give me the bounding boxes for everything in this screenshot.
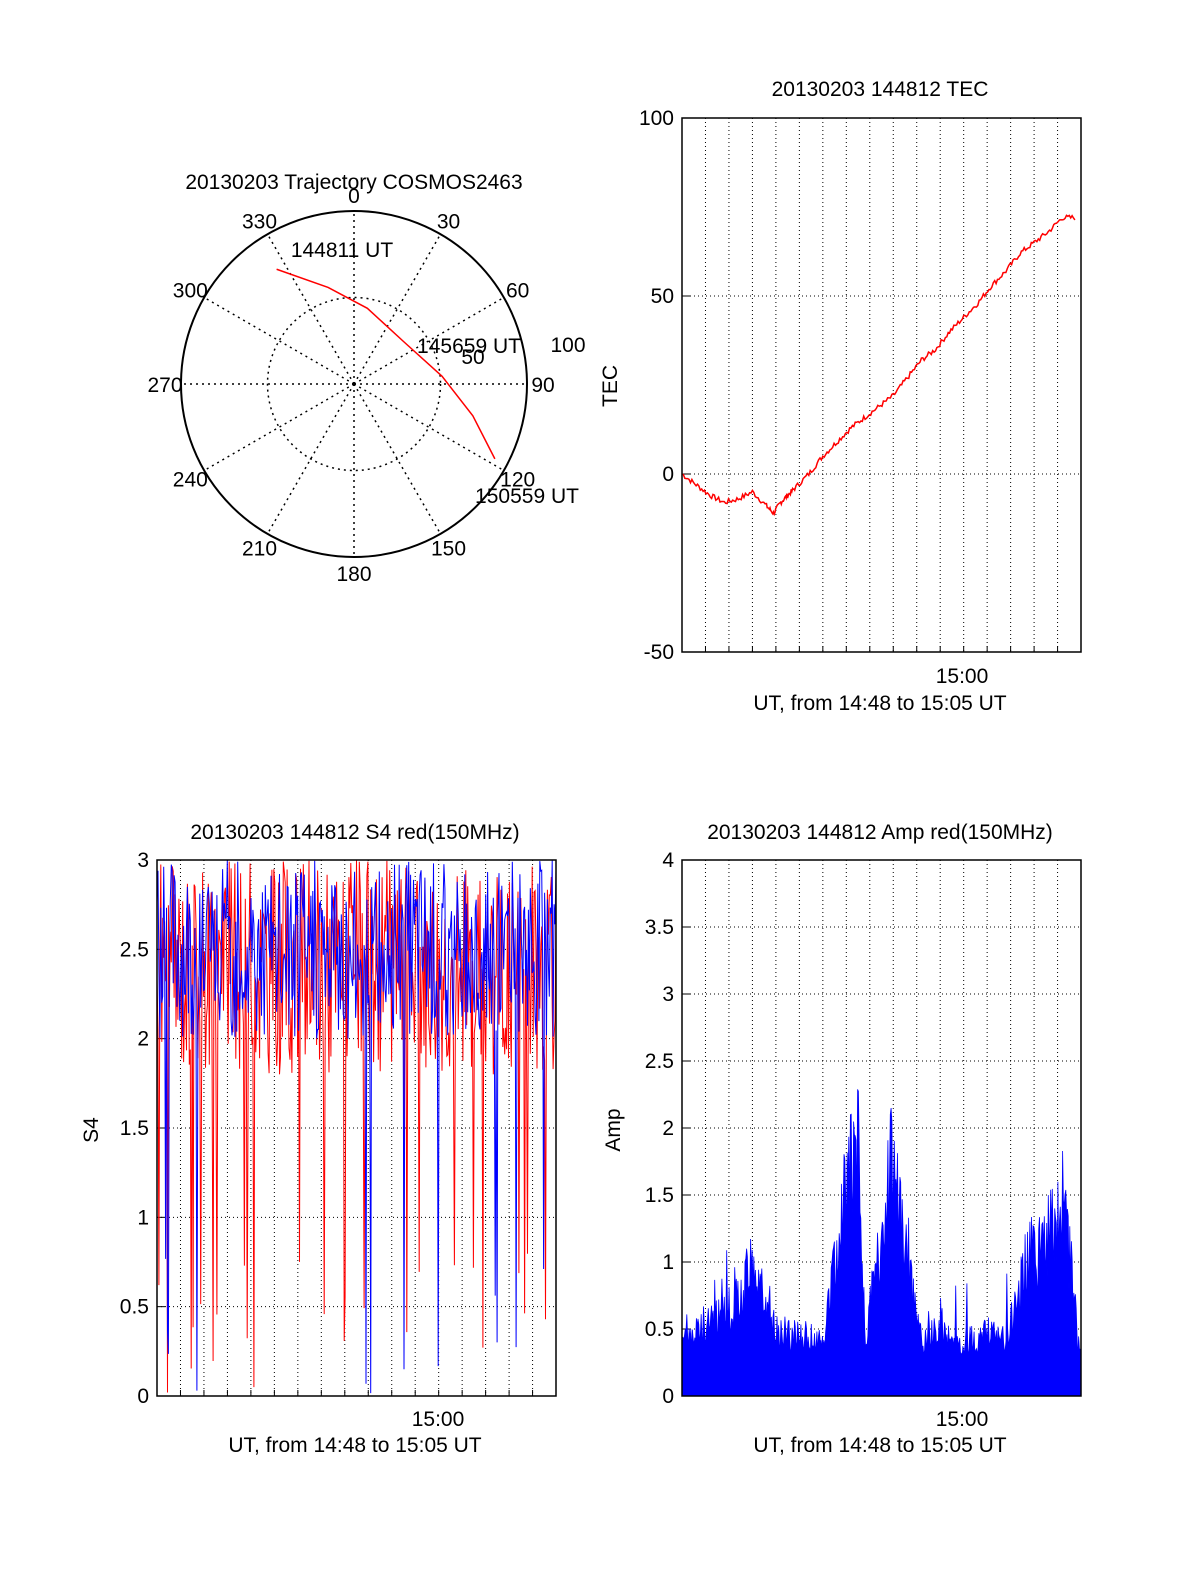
y-tick-label: 2	[662, 1117, 674, 1140]
azimuth-label: 150	[431, 538, 466, 561]
trajectory-time-label: 145659 UT	[417, 335, 521, 358]
y-tick-label: 2	[137, 1028, 149, 1051]
s4-xlabel: UT, from 14:48 to 15:05 UT	[228, 1434, 481, 1457]
polar-spoke	[353, 383, 505, 472]
y-tick-label: 0	[137, 1385, 149, 1408]
y-tick-label: 2.5	[645, 1050, 674, 1073]
amp-xtick-label: 15:00	[936, 1408, 989, 1431]
y-tick-label: 4	[662, 849, 674, 872]
azimuth-label: 300	[173, 280, 208, 303]
s4-xtick-label: 15:00	[412, 1408, 465, 1431]
y-tick-label: 2.5	[120, 938, 149, 961]
polar-spoke	[266, 233, 355, 385]
tec-xtick-label: 15:00	[936, 665, 989, 688]
trajectory-title: 20130203 Trajectory COSMOS2463	[185, 171, 522, 194]
elevation-ring-label: 100	[550, 334, 585, 357]
azimuth-label: 120	[500, 469, 535, 492]
y-tick-label: 3	[662, 983, 674, 1006]
polar-outer-circle	[180, 210, 528, 558]
elevation-ring-label: 50	[461, 346, 484, 369]
polar-spoke	[353, 296, 505, 385]
y-tick-label: 3.5	[645, 916, 674, 939]
polar-spoke	[353, 383, 442, 535]
azimuth-label: 210	[242, 538, 277, 561]
plot-frame	[681, 859, 1082, 1397]
amp-plot: 20130203 144812 Amp red(150MHz) UT, from…	[602, 821, 1082, 1457]
trajectory-time-label: 150559 UT	[475, 485, 579, 508]
azimuth-label: 330	[242, 210, 277, 233]
polar-spoke	[203, 296, 355, 385]
polar-spoke	[353, 233, 442, 385]
plot-frame	[156, 859, 557, 1397]
amp-ylabel: Amp	[602, 1108, 625, 1151]
tec-plot: 20130203 144812 TEC UT, from 14:48 to 15…	[599, 78, 1082, 715]
y-tick-label: 50	[651, 285, 674, 308]
y-tick-label: 0	[662, 1385, 674, 1408]
y-tick-label: 0.5	[120, 1296, 149, 1319]
azimuth-label: 0	[348, 185, 360, 208]
polar-spoke	[266, 383, 355, 535]
trajectory-line	[276, 268, 496, 460]
amp-xlabel: UT, from 14:48 to 15:05 UT	[753, 1434, 1006, 1457]
plot-background	[682, 118, 1081, 652]
s4-title: 20130203 144812 S4 red(150MHz)	[190, 821, 519, 844]
polar-ring	[266, 296, 442, 472]
amp-area	[681, 1089, 1082, 1397]
azimuth-label: 270	[147, 374, 182, 397]
y-tick-label: 100	[639, 107, 674, 130]
tec-line	[681, 214, 1076, 517]
amp-title: 20130203 144812 Amp red(150MHz)	[707, 821, 1053, 844]
azimuth-label: 60	[506, 280, 529, 303]
y-tick-label: 1	[137, 1206, 149, 1229]
s4-plot: 20130203 144812 S4 red(150MHz) UT, from …	[80, 821, 557, 1457]
polar-spoke	[203, 383, 355, 472]
y-tick-label: 1.5	[120, 1117, 149, 1140]
y-tick-label: -50	[644, 641, 674, 664]
s4-ylabel: S4	[80, 1117, 103, 1143]
azimuth-label: 30	[437, 210, 460, 233]
trajectory-polar-plot: 20130203 Trajectory COSMOS2463 0 30 60 90 12…	[147, 171, 585, 586]
y-tick-label: 1.5	[645, 1184, 674, 1207]
tec-ylabel: TEC	[599, 365, 622, 407]
trajectory-time-label: 144811 UT	[291, 239, 394, 262]
y-tick-label: 3	[137, 849, 149, 872]
y-tick-label: 1	[662, 1251, 674, 1274]
azimuth-label: 180	[336, 563, 371, 586]
tec-title: 20130203 144812 TEC	[772, 78, 989, 101]
tec-xlabel: UT, from 14:48 to 15:05 UT	[753, 692, 1006, 715]
y-tick-label: 0.5	[645, 1318, 674, 1341]
y-tick-label: 0	[662, 463, 674, 486]
azimuth-label: 90	[531, 374, 554, 397]
s4-series-blue	[156, 860, 557, 1394]
azimuth-label: 240	[173, 469, 208, 492]
plot-frame	[681, 117, 1082, 653]
